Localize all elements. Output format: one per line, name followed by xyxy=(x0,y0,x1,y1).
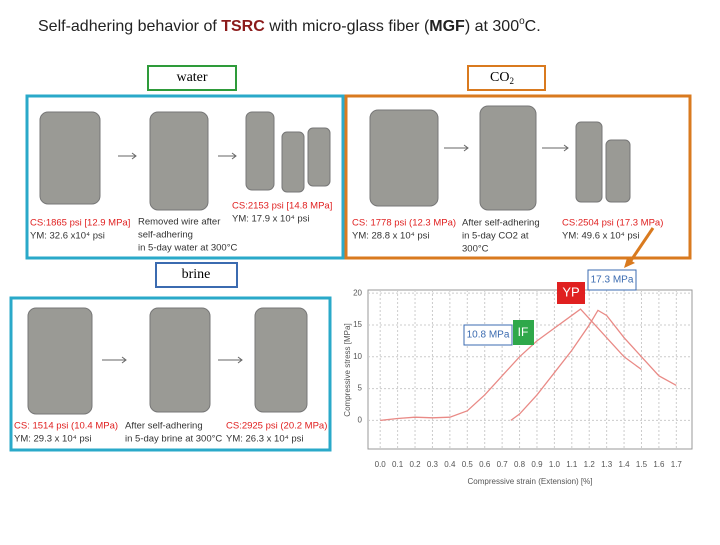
x-tick-label: 1.2 xyxy=(584,460,596,469)
title-part: ) at 300 xyxy=(465,18,519,35)
title: Self-adhering behavior of TSRC with micr… xyxy=(38,16,541,36)
water-label: water xyxy=(176,70,207,85)
brine-label: brine xyxy=(182,267,211,282)
title-part: MGF xyxy=(429,18,465,35)
caption: YM: 17.9 x 10⁴ psi xyxy=(232,214,309,225)
caption: in 5-day CO2 at xyxy=(462,231,529,242)
x-tick-label: 1.4 xyxy=(619,460,631,469)
label-box xyxy=(155,262,238,288)
x-tick-label: 0.5 xyxy=(462,460,474,469)
y-axis-label: Compressive stress [MPa] xyxy=(343,323,352,416)
title-part: C. xyxy=(525,18,541,35)
co2-label: CO2 xyxy=(490,70,514,86)
x-tick-label: 1.6 xyxy=(653,460,665,469)
data-line xyxy=(510,309,677,421)
caption: YM: 49.6 x 10⁴ psi xyxy=(562,231,639,242)
caption: self-adhering xyxy=(138,230,193,241)
co2-panel xyxy=(344,94,692,260)
plot-frame xyxy=(367,289,693,450)
photos xyxy=(27,105,631,415)
x-tick-label: 0.6 xyxy=(479,460,491,469)
caption: 300°C xyxy=(462,244,489,255)
x-tick-label: 0.8 xyxy=(514,460,526,469)
x-tick-label: 1.1 xyxy=(566,460,578,469)
y-tick-label: 5 xyxy=(358,384,363,393)
annotation: 17.3 MPa xyxy=(591,275,634,286)
x-tick-label: 0.9 xyxy=(531,460,543,469)
caption: YM: 26.3 x 10⁴ psi xyxy=(226,434,303,445)
arrows xyxy=(102,144,569,364)
annotation: IF xyxy=(518,325,529,339)
label-box xyxy=(147,65,237,91)
y-tick-label: 15 xyxy=(353,320,362,329)
caption: CS:2153 psi [14.8 MPa] xyxy=(232,201,332,212)
x-tick-label: 0.7 xyxy=(497,460,509,469)
caption: YM: 28.8 x 10⁴ psi xyxy=(352,231,429,242)
water-panel xyxy=(25,94,345,260)
caption: YM: 29.3 x 10⁴ psi xyxy=(14,434,91,445)
caption: CS:2925 psi (20.2 MPa) xyxy=(226,421,327,432)
x-tick-label: 0.0 xyxy=(375,460,387,469)
caption: CS:1865 psi [12.9 MPa] xyxy=(30,218,130,229)
annotation-box xyxy=(513,320,534,345)
caption: After self-adhering xyxy=(125,421,203,432)
title-part: Self-adhering behavior of xyxy=(38,18,221,35)
label-box xyxy=(467,65,546,91)
pointer-arrow xyxy=(628,227,655,263)
x-axis-label: Compressive strain (Extension) [%] xyxy=(468,477,593,486)
pointer-arrow-head xyxy=(624,258,635,268)
y-tick-label: 0 xyxy=(358,415,363,424)
y-tick-label: 10 xyxy=(353,352,362,361)
annotation: YP xyxy=(562,284,579,299)
caption: Removed wire after xyxy=(138,217,220,228)
co2-label-part: CO xyxy=(490,70,509,85)
chart xyxy=(367,289,693,450)
caption: in 5-day brine at 300°C xyxy=(125,434,222,445)
co2-label-part: 2 xyxy=(509,76,514,86)
brine-panel xyxy=(9,296,332,452)
captions: CS:1865 psi [12.9 MPa] YM: 32.6 x10⁴ psi… xyxy=(14,201,663,445)
caption: CS: 1778 psi (12.3 MPa) xyxy=(352,218,456,229)
x-tick-label: 1.5 xyxy=(636,460,648,469)
caption: After self-adhering xyxy=(462,218,540,229)
x-tick-label: 0.3 xyxy=(427,460,439,469)
title-part: TSRC xyxy=(221,18,265,35)
annotation-box xyxy=(557,282,585,304)
x-tick-label: 0.2 xyxy=(409,460,421,469)
annotation: 10.8 MPa xyxy=(467,330,510,341)
caption: CS: 1514 psi (10.4 MPa) xyxy=(14,421,118,432)
annotation-box xyxy=(587,269,637,291)
caption: CS:2504 psi (17.3 MPa) xyxy=(562,218,663,229)
x-tick-label: 0.4 xyxy=(444,460,456,469)
x-tick-label: 1.3 xyxy=(601,460,613,469)
title-part: o xyxy=(519,16,525,27)
x-tick-label: 1.7 xyxy=(671,460,683,469)
x-tick-label: 0.1 xyxy=(392,460,404,469)
title-part: with micro-glass fiber ( xyxy=(265,18,430,35)
annotation-box xyxy=(463,324,513,346)
x-tick-label: 1.0 xyxy=(549,460,561,469)
data-line xyxy=(380,308,642,422)
caption: YM: 32.6 x10⁴ psi xyxy=(30,231,105,242)
y-tick-label: 20 xyxy=(353,288,362,297)
caption: in 5-day water at 300°C xyxy=(138,243,238,254)
